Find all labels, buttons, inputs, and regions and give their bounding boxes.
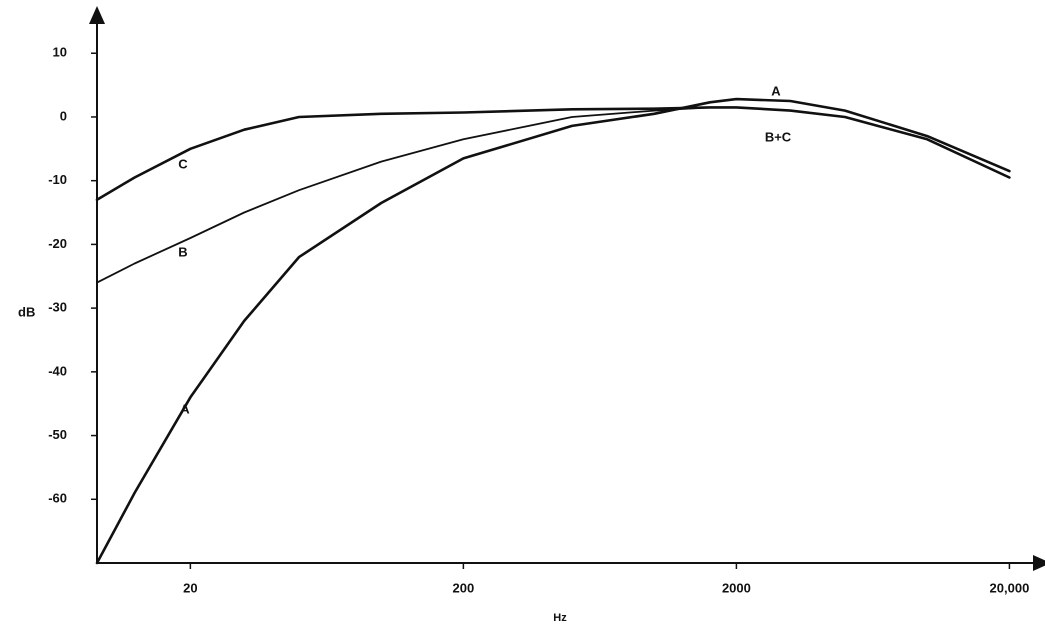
y-tick-label: -60 <box>48 491 67 506</box>
x-tick-label: 200 <box>453 580 475 595</box>
y-tick-label: 0 <box>60 108 67 123</box>
curve <box>95 97 1011 565</box>
x-tick-label: 20 <box>183 580 197 595</box>
annotation: A <box>771 83 781 98</box>
curve-label: B <box>178 244 187 259</box>
x-tick-label: 20,000 <box>990 580 1030 595</box>
curve-label: A <box>180 401 190 416</box>
y-tick-label: -40 <box>48 363 67 378</box>
y-tick-label: 10 <box>53 45 67 60</box>
y-tick-label: -20 <box>48 236 67 251</box>
curve-label: C <box>178 156 188 171</box>
y-tick-label: -10 <box>48 172 67 187</box>
y-axis-label: dB <box>18 304 35 319</box>
y-tick-label: -50 <box>48 427 67 442</box>
x-tick-label: 2000 <box>722 580 751 595</box>
annotation: B+C <box>765 129 792 144</box>
x-axis-label: Hz <box>553 612 567 624</box>
curve <box>95 106 1011 202</box>
y-tick-label: -30 <box>48 300 67 315</box>
